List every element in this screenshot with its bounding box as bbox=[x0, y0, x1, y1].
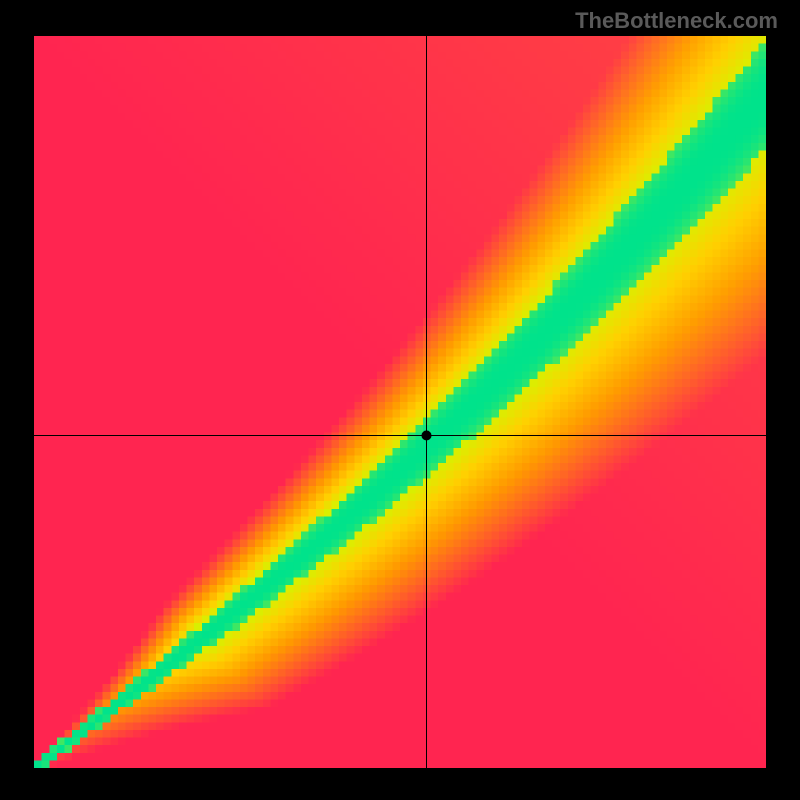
crosshair-overlay bbox=[34, 36, 766, 768]
chart-container: { "watermark": { "text": "TheBottleneck.… bbox=[0, 0, 800, 800]
watermark-text: TheBottleneck.com bbox=[575, 8, 778, 34]
